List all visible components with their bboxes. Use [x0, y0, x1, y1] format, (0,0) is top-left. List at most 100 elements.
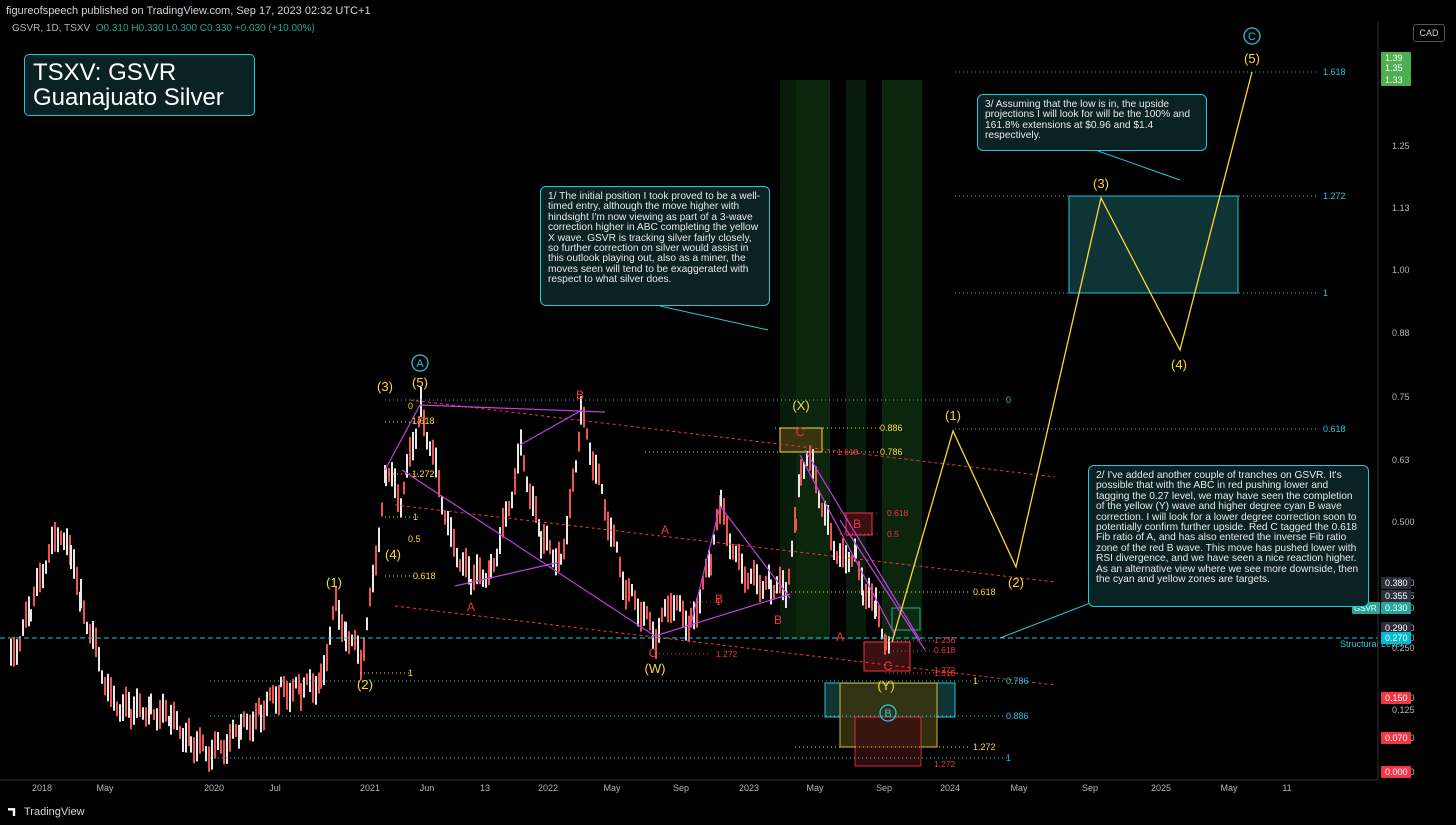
time-tick-label: May — [1220, 783, 1238, 793]
green-zone — [891, 607, 921, 631]
price-label-text: 1.39 — [1385, 53, 1403, 63]
red-fib-label: 1.236 — [934, 635, 956, 645]
change-value: +0.030 (+10.00%) — [234, 23, 315, 34]
pattern-line — [519, 409, 583, 446]
red-wave-label: A — [836, 630, 844, 644]
price-label-box — [1381, 732, 1411, 744]
currency-button[interactable]: CAD — [1413, 24, 1445, 42]
yellow-wave-label: (W) — [645, 661, 666, 676]
time-highlight-band — [780, 80, 796, 640]
red-wave-label: A — [467, 600, 475, 614]
cyan-fib-label: 0.618 — [1323, 424, 1346, 434]
red-wave-label: B — [576, 388, 584, 402]
time-tick-label: Jul — [269, 783, 281, 793]
price-tick-label: 0.63 — [1392, 455, 1410, 465]
pattern-line — [689, 505, 721, 629]
price-tick-label: 0.75 — [1392, 392, 1410, 402]
red-wave-label: B — [853, 517, 861, 531]
cyan-fib-label: 0 — [1006, 395, 1011, 405]
yellow-fib-label: 0.786 — [880, 447, 903, 457]
time-tick-label: 2022 — [538, 783, 558, 793]
channel-line — [394, 504, 1056, 583]
channel-line — [394, 605, 1056, 686]
cyan-wave-circle — [879, 704, 897, 722]
price-label-text: 0.070 — [1385, 733, 1408, 743]
time-tick-label: 2020 — [204, 783, 224, 793]
tradingview-logo-icon — [8, 808, 16, 817]
yellow-wave-label: (Y) — [877, 678, 894, 693]
pattern-line — [384, 404, 421, 471]
cyan-wave-circle — [411, 354, 429, 372]
red-fib-label: 1.618 — [837, 447, 859, 457]
projection-path — [891, 71, 1253, 643]
candlesticks — [10, 386, 890, 772]
pattern-line — [799, 454, 896, 636]
price-label-box — [1381, 74, 1411, 86]
red-fib-label: 1.272 — [934, 665, 956, 675]
red-fib-label: 0.5 — [887, 529, 899, 539]
time-tick-label: 2025 — [1151, 783, 1171, 793]
yellow-wave-label: (X) — [792, 398, 809, 413]
time-tick-label: May — [1010, 783, 1028, 793]
cyan-fib-label: 0.786 — [1006, 676, 1029, 686]
open-value: O0.310 — [95, 23, 129, 34]
price-axis: 1.391.35 1.33 1.25 1.13 1.00 0.88 0.75 0.63 0.50… — [1352, 22, 1415, 780]
footer-brand: TradingView — [24, 806, 85, 818]
price-label-text: 0.290 — [1385, 623, 1408, 633]
yellow-wave-label: (1) — [326, 575, 342, 590]
publisher-bar: figureofspeech published on TradingView.… — [0, 0, 1456, 22]
price-label-box — [1381, 590, 1411, 602]
price-label-text: 1.35 — [1385, 63, 1403, 73]
yellow-fib-label: 1.272 — [412, 469, 435, 479]
pattern-line — [419, 404, 606, 413]
yellow-wave-label: (5) — [412, 375, 428, 390]
price-tick-label: 1.00 — [1392, 265, 1410, 275]
cyan-wave-label: C — [1248, 31, 1256, 43]
red-wave-label: A — [661, 523, 669, 537]
red-fib-label: 1.618 — [934, 668, 956, 678]
yellow-fib-label: 1.272 — [973, 742, 996, 752]
time-tick-label: 13 — [480, 783, 490, 793]
symbol-label: GSVR, 1D, TSXV — [12, 23, 91, 34]
price-tick-label: 0.88 — [1392, 328, 1410, 338]
price-tick-label: 0.125 — [1392, 705, 1415, 715]
low-value: L0.300 — [166, 23, 197, 34]
time-axis: 2018 May 2020 Jul 2021 Jun 13 2022 May Sep 2023 May… — [0, 779, 1378, 793]
time-tick-label: May — [806, 783, 824, 793]
footer-bar: TradingView — [0, 800, 1456, 825]
projection-wave-label: (1) — [945, 408, 961, 423]
red-fib-label: 0.618 — [934, 645, 956, 655]
note-1-pointer — [659, 305, 769, 331]
red-wave-label: C — [796, 425, 805, 439]
price-label-box — [1381, 692, 1411, 704]
yellow-wave-label: (3) — [377, 379, 393, 394]
time-tick-label: May — [603, 783, 621, 793]
yellow-fib-label: 0.886 — [880, 423, 903, 433]
drawings — [384, 71, 1253, 686]
time-tick-label: Sep — [673, 783, 689, 793]
price-tick-label: 0.250 — [1392, 643, 1415, 653]
note-3: 3/ Assuming that the low is in, the upsi… — [977, 94, 1207, 151]
note-2: 2/ I've added another couple of tranches… — [1088, 465, 1369, 607]
yellow-wave-label: (2) — [357, 677, 373, 692]
red-fib-label: 1.272 — [716, 649, 738, 659]
pattern-line — [719, 505, 791, 599]
time-tick-label: Sep — [876, 783, 892, 793]
yellow-fib-label: 1.618 — [412, 416, 435, 426]
note-2-pointer — [999, 599, 1099, 639]
time-tick-label: 11 — [1282, 783, 1291, 793]
projection-wave-label: (3) — [1093, 176, 1109, 191]
note-3-pointer — [1097, 150, 1181, 181]
cyan-fib-label: 1 — [1006, 753, 1011, 763]
price-label-box — [1381, 602, 1411, 614]
symbol-ohlc-bar: GSVR, 1D, TSXV O0.310 H0.330 L0.300 C0.3… — [12, 23, 315, 34]
time-highlight-band — [796, 80, 830, 640]
yellow-fib-label: 0.618 — [413, 571, 436, 581]
yellow-fib-label: 0.5 — [408, 534, 421, 544]
price-label-box — [1381, 577, 1411, 589]
pattern-line — [454, 561, 561, 587]
cyan-fib-label: 1.272 — [1323, 191, 1346, 201]
close-value: C0.330 — [199, 23, 232, 34]
cyan-target-box — [1068, 195, 1239, 294]
